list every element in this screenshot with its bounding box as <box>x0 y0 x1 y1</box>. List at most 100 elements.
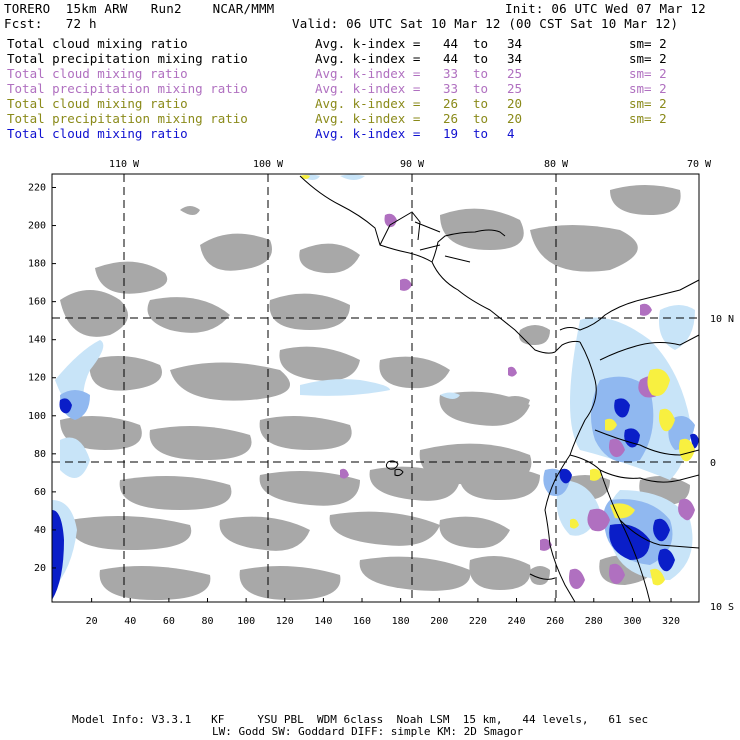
x-tick-label: 140 <box>314 616 332 627</box>
field-sm: sm= 2 <box>629 81 667 96</box>
y-tick-label: 20 <box>34 563 46 574</box>
legend-row: Total cloud mixing ratio Avg. k-index = … <box>7 36 737 51</box>
legend-row: Total cloud mixing ratio Avg. k-index = … <box>7 126 737 141</box>
y-tick-label: 120 <box>28 373 46 384</box>
x-tick-label: 120 <box>276 616 294 627</box>
lon-label: 90 W <box>400 159 425 170</box>
x-tick-label: 80 <box>201 616 213 627</box>
coastlines <box>299 175 699 602</box>
legend-row: Total cloud mixing ratio Avg. k-index = … <box>7 96 737 111</box>
field-to: to <box>473 126 489 141</box>
field-to: to <box>473 51 489 66</box>
field-name: Total cloud mixing ratio <box>7 36 188 51</box>
model-info-line1: Model Info: V3.3.1 KF YSU PBL WDM 6class… <box>72 713 649 726</box>
legend-row: Total precipitation mixing ratio Avg. k-… <box>7 111 737 126</box>
field-to: to <box>473 36 489 51</box>
lon-label: 110 W <box>109 159 140 170</box>
field-avg-label: Avg. k-index = <box>315 36 421 51</box>
plot-frame <box>51 173 700 603</box>
field-name: Total precipitation mixing ratio <box>7 51 248 66</box>
init-time: Init: 06 UTC Wed 07 Mar 12 <box>505 1 706 16</box>
field-name: Total cloud mixing ratio <box>7 126 188 141</box>
cloud-yellow-patches <box>300 175 695 586</box>
field-layer <box>52 174 699 602</box>
field-to: to <box>473 96 489 111</box>
field-end: 20 <box>507 96 523 111</box>
y-tick-label: 220 <box>28 183 46 194</box>
legend-row: Total precipitation mixing ratio Avg. k-… <box>7 81 737 96</box>
lon-label: 100 W <box>253 159 284 170</box>
model-info-line2: LW: Godd SW: Goddard DIFF: simple KM: 2D… <box>212 725 524 738</box>
y-tick-label: 100 <box>28 411 46 422</box>
y-tick-label: 40 <box>34 525 46 536</box>
lat-label: 10 S <box>710 602 734 613</box>
legend-row: Total cloud mixing ratio Avg. k-index = … <box>7 66 737 81</box>
field-name: Total precipitation mixing ratio <box>7 81 248 96</box>
field-avg-label: Avg. k-index = <box>315 126 421 141</box>
x-tick-label: 220 <box>469 616 487 627</box>
cloud-gray-patches <box>60 185 690 600</box>
field-to: to <box>473 66 489 81</box>
y-tick-label: 180 <box>28 259 46 270</box>
field-end: 34 <box>507 51 523 66</box>
latlon-grid <box>52 174 699 602</box>
forecast-hour: Fcst: 72 h <box>4 16 97 31</box>
model-title: TORERO 15km ARW Run2 NCAR/MMM <box>4 1 275 16</box>
cloud-dark-blue-patches <box>52 398 699 600</box>
y-tick-label: 160 <box>28 297 46 308</box>
field-from: 33 <box>443 66 459 81</box>
field-from: 26 <box>443 111 459 126</box>
field-sm: sm= 2 <box>629 51 667 66</box>
y-tick-label: 140 <box>28 335 46 346</box>
x-tick-label: 260 <box>546 616 564 627</box>
field-sm: sm= 2 <box>629 111 667 126</box>
x-tick-label: 100 <box>237 616 255 627</box>
lon-label: 70 W <box>687 159 712 170</box>
field-avg-label: Avg. k-index = <box>315 81 421 96</box>
y-tick-label: 60 <box>34 487 46 498</box>
field-from: 19 <box>443 126 459 141</box>
legend-row: Total precipitation mixing ratio Avg. k-… <box>7 51 737 66</box>
valid-time: Valid: 06 UTC Sat 10 Mar 12 (00 CST Sat … <box>292 16 679 31</box>
y-tick-label: 200 <box>28 221 46 232</box>
field-avg-label: Avg. k-index = <box>315 51 421 66</box>
field-end: 25 <box>507 81 523 96</box>
lat-label: 10 N <box>710 314 734 325</box>
x-tick-label: 160 <box>353 616 371 627</box>
x-tick-label: 300 <box>623 616 641 627</box>
x-tick-label: 180 <box>392 616 410 627</box>
lat-labels: 10 N 0 10 S <box>710 314 734 613</box>
x-tick-label: 280 <box>585 616 603 627</box>
lon-label: 80 W <box>544 159 569 170</box>
lat-label: 0 <box>710 458 716 469</box>
field-avg-label: Avg. k-index = <box>315 96 421 111</box>
field-from: 44 <box>443 36 459 51</box>
y-grid-ticks: 220 200 180 160 140 120 100 80 60 40 20 <box>28 183 56 574</box>
field-to: to <box>473 111 489 126</box>
x-tick-label: 240 <box>507 616 525 627</box>
field-to: to <box>473 81 489 96</box>
x-grid-ticks: 20 40 60 80 100 120 140 160 180 200 220 240 260 280 30… <box>86 598 680 627</box>
field-from: 26 <box>443 96 459 111</box>
field-sm: sm= 2 <box>629 36 667 51</box>
x-tick-label: 60 <box>163 616 175 627</box>
field-from: 44 <box>443 51 459 66</box>
field-avg-label: Avg. k-index = <box>315 111 421 126</box>
x-tick-label: 40 <box>124 616 136 627</box>
x-tick-label: 20 <box>86 616 98 627</box>
field-end: 34 <box>507 36 523 51</box>
field-name: Total cloud mixing ratio <box>7 96 188 111</box>
field-sm: sm= 2 <box>629 66 667 81</box>
field-from: 33 <box>443 81 459 96</box>
y-tick-label: 80 <box>34 449 46 460</box>
field-end: 4 <box>507 126 515 141</box>
x-tick-label: 320 <box>662 616 680 627</box>
field-end: 20 <box>507 111 523 126</box>
field-name: Total cloud mixing ratio <box>7 66 188 81</box>
field-name: Total precipitation mixing ratio <box>7 111 248 126</box>
field-sm: sm= 2 <box>629 96 667 111</box>
field-avg-label: Avg. k-index = <box>315 66 421 81</box>
lon-labels: 110 W 100 W 90 W 80 W 70 W <box>109 159 712 170</box>
x-tick-label: 200 <box>430 616 448 627</box>
